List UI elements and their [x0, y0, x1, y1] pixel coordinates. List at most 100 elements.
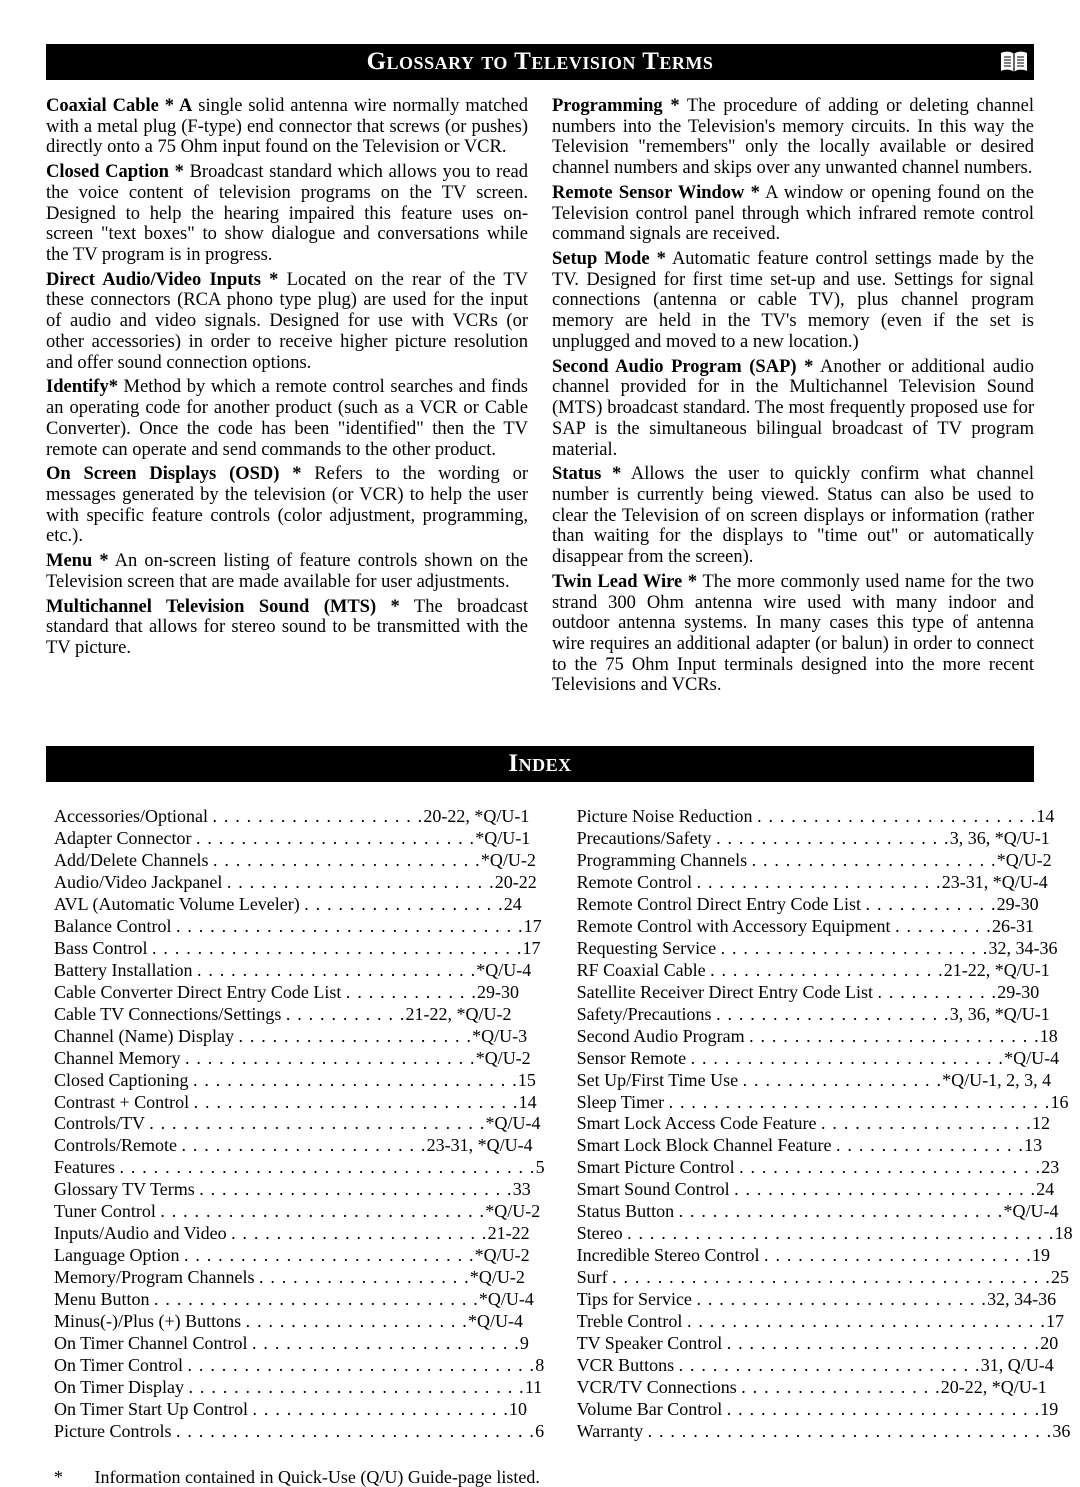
- index-page: 31, Q/U-4: [981, 1355, 1054, 1375]
- index-label: On Timer Channel Control: [54, 1333, 252, 1353]
- index-label: Remote Control with Accessory Equipment: [577, 916, 895, 936]
- index-dots: . . . . . . . . . . . . . . . . . . . . …: [184, 1245, 475, 1265]
- index-dots: . . . . . . . . . . . . . . . . . . . . …: [185, 1048, 476, 1068]
- glossary-definition: Allows the user to quickly confirm what …: [552, 464, 1034, 567]
- index-row: Sleep Timer . . . . . . . . . . . . . . …: [577, 1092, 1073, 1114]
- index-page: 6: [535, 1421, 544, 1441]
- index-dots: . . . . . . . . . . . . . . . . . . . . …: [213, 850, 481, 870]
- index-row: Incredible Stereo Control . . . . . . . …: [577, 1245, 1073, 1267]
- index-page: 20-22: [495, 872, 537, 892]
- glossary-col-left: Coaxial Cable * A single solid antenna w…: [46, 96, 528, 700]
- index-label: Satellite Receiver Direct Entry Code Lis…: [577, 982, 878, 1002]
- index-page: *Q/U-1, 2, 3, 4: [942, 1070, 1051, 1090]
- index-dots: . . . . . . . . . . .: [286, 1004, 406, 1024]
- index-dots: . . . . . . . . . . . . . . . . . . . . …: [197, 960, 476, 980]
- index-label: On Timer Start Up Control: [54, 1399, 253, 1419]
- glossary-term: Twin Lead Wire *: [552, 572, 697, 592]
- index-page: 12: [1032, 1113, 1050, 1133]
- index-label: Audio/Video Jackpanel: [54, 872, 227, 892]
- index-label: Requesting Service: [577, 938, 721, 958]
- index-row: Add/Delete Channels . . . . . . . . . . …: [54, 850, 545, 872]
- index-label: Battery Installation: [54, 960, 197, 980]
- index-row: Satellite Receiver Direct Entry Code Lis…: [577, 982, 1073, 1004]
- book-icon: [994, 44, 1034, 80]
- index-row: Smart Lock Block Channel Feature . . . .…: [577, 1135, 1073, 1157]
- index-label: Bass Control: [54, 938, 152, 958]
- index-dots: . . . . . . . . . . . . . . . . . . . . …: [176, 916, 524, 936]
- glossary-entry: Menu * An on-screen listing of feature c…: [46, 551, 528, 592]
- index-label: Glossary TV Terms: [54, 1179, 199, 1199]
- index-page: 20-22, *Q/U-1: [941, 1377, 1047, 1397]
- glossary-entry: Programming * The procedure of adding or…: [552, 96, 1034, 179]
- index-dots: . . . . . . . . . . . . . . . . . . . . …: [194, 1092, 519, 1112]
- index-label: Safety/Precautions: [577, 1004, 716, 1024]
- glossary-definition: An on-screen listing of feature controls…: [46, 551, 528, 592]
- index-dots: . . . . . . . . . . . . . . . . . . . .: [246, 1311, 468, 1331]
- index-row: Controls/Remote . . . . . . . . . . . . …: [54, 1135, 545, 1157]
- index-label: Sleep Timer: [577, 1092, 669, 1112]
- index-dots: . . . . . . . . . . . . . . . . . . . . …: [193, 1070, 518, 1090]
- glossary-term: On Screen Displays (OSD) *: [46, 464, 302, 484]
- index-dots: . . . . . . . . . . . . . . . . . . . . …: [739, 1157, 1041, 1177]
- index-label: Stereo: [577, 1223, 627, 1243]
- index-label: Smart Lock Block Channel Feature: [577, 1135, 836, 1155]
- index-label: Picture Noise Reduction: [577, 806, 757, 826]
- glossary-entry: Setup Mode * Automatic feature control s…: [552, 249, 1034, 353]
- glossary-entry: On Screen Displays (OSD) * Refers to the…: [46, 464, 528, 547]
- index-columns: Accessories/Optional . . . . . . . . . .…: [46, 806, 1034, 1443]
- index-row: Minus(-)/Plus (+) Buttons . . . . . . . …: [54, 1311, 545, 1333]
- glossary-term: Status *: [552, 464, 621, 484]
- index-page: 23-31, *Q/U-4: [942, 872, 1048, 892]
- index-dots: . . . . . . . . . . . . . . . . . . . . …: [231, 1223, 488, 1243]
- index-row: Picture Controls . . . . . . . . . . . .…: [54, 1421, 545, 1443]
- index-row: Controls/TV . . . . . . . . . . . . . . …: [54, 1113, 545, 1135]
- index-label: Smart Picture Control: [577, 1157, 739, 1177]
- index-label: Tuner Control: [54, 1201, 160, 1221]
- index-row: Cable TV Connections/Settings . . . . . …: [54, 1004, 545, 1026]
- index-page: 17: [524, 916, 542, 936]
- index-row: Remote Control . . . . . . . . . . . . .…: [577, 872, 1073, 894]
- index-dots: . . . . . . . . .: [895, 916, 992, 936]
- index-page: 3, 36, *Q/U-1: [950, 1004, 1050, 1024]
- index-page: 19: [1032, 1245, 1050, 1265]
- footnote-text: Information contained in Quick-Use (Q/U)…: [95, 1467, 540, 1487]
- index-row: Smart Lock Access Code Feature . . . . .…: [577, 1113, 1073, 1135]
- index-dots: . . . . . . . . . . . . . . . . . . . . …: [189, 1377, 525, 1397]
- index-row: Remote Control Direct Entry Code List . …: [577, 894, 1073, 916]
- index-label: Warranty: [577, 1421, 648, 1441]
- glossary-col-right: Programming * The procedure of adding or…: [552, 96, 1034, 700]
- index-dots: . . . . . . . . . . . . . . . . . . . . …: [691, 1048, 1005, 1068]
- index-dots: . . . . . . . . . . .: [878, 982, 998, 1002]
- index-page: *Q/U-4: [476, 960, 531, 980]
- index-label: Smart Lock Access Code Feature: [577, 1113, 821, 1133]
- glossary-entry: Multichannel Television Sound (MTS) * Th…: [46, 597, 528, 659]
- index-row: Treble Control . . . . . . . . . . . . .…: [577, 1311, 1073, 1333]
- index-dots: . . . . . . . . . . . .: [346, 982, 477, 1002]
- index-label: Add/Delete Channels: [54, 850, 213, 870]
- index-page: 11: [525, 1377, 542, 1397]
- index-row: Menu Button . . . . . . . . . . . . . . …: [54, 1289, 545, 1311]
- index-dots: . . . . . . . . . . . . . . . . . . .: [212, 806, 423, 826]
- glossary-definition: Method by which a remote control searche…: [46, 377, 528, 459]
- index-dots: . . . . . . . . . . . . . . . . . . . . …: [627, 1223, 1055, 1243]
- index-row: Battery Installation . . . . . . . . . .…: [54, 960, 545, 982]
- index-heading-banner: Index: [46, 746, 1034, 782]
- glossary-heading: Glossary to Television Terms: [367, 48, 714, 76]
- glossary-term: Second Audio Program (SAP) *: [552, 357, 813, 377]
- index-page: *Q/U-4: [1004, 1048, 1059, 1068]
- glossary-columns: Coaxial Cable * A single solid antenna w…: [46, 96, 1034, 700]
- index-page: 5: [536, 1157, 545, 1177]
- index-row: Inputs/Audio and Video . . . . . . . . .…: [54, 1223, 545, 1245]
- index-label: Accessories/Optional: [54, 806, 212, 826]
- index-col-left: Accessories/Optional . . . . . . . . . .…: [54, 806, 545, 1443]
- index-page: 32, 34-36: [987, 1289, 1056, 1309]
- index-row: Channel (Name) Display . . . . . . . . .…: [54, 1026, 545, 1048]
- index-dots: . . . . . . . . . . . . . . . . . . . . …: [176, 1421, 535, 1441]
- index-row: Audio/Video Jackpanel . . . . . . . . . …: [54, 872, 545, 894]
- index-dots: . . . . . . . . . . . . . . . . . . . . …: [182, 1135, 427, 1155]
- index-row: Tuner Control . . . . . . . . . . . . . …: [54, 1201, 545, 1223]
- index-dots: . . . . . . . . . . . . . . . . . . . . …: [188, 1355, 536, 1375]
- index-dots: . . . . . . . . . . . . . . . . . . . . …: [648, 1421, 1053, 1441]
- index-label: Cable TV Connections/Settings: [54, 1004, 286, 1024]
- index-page: 21-22: [488, 1223, 530, 1243]
